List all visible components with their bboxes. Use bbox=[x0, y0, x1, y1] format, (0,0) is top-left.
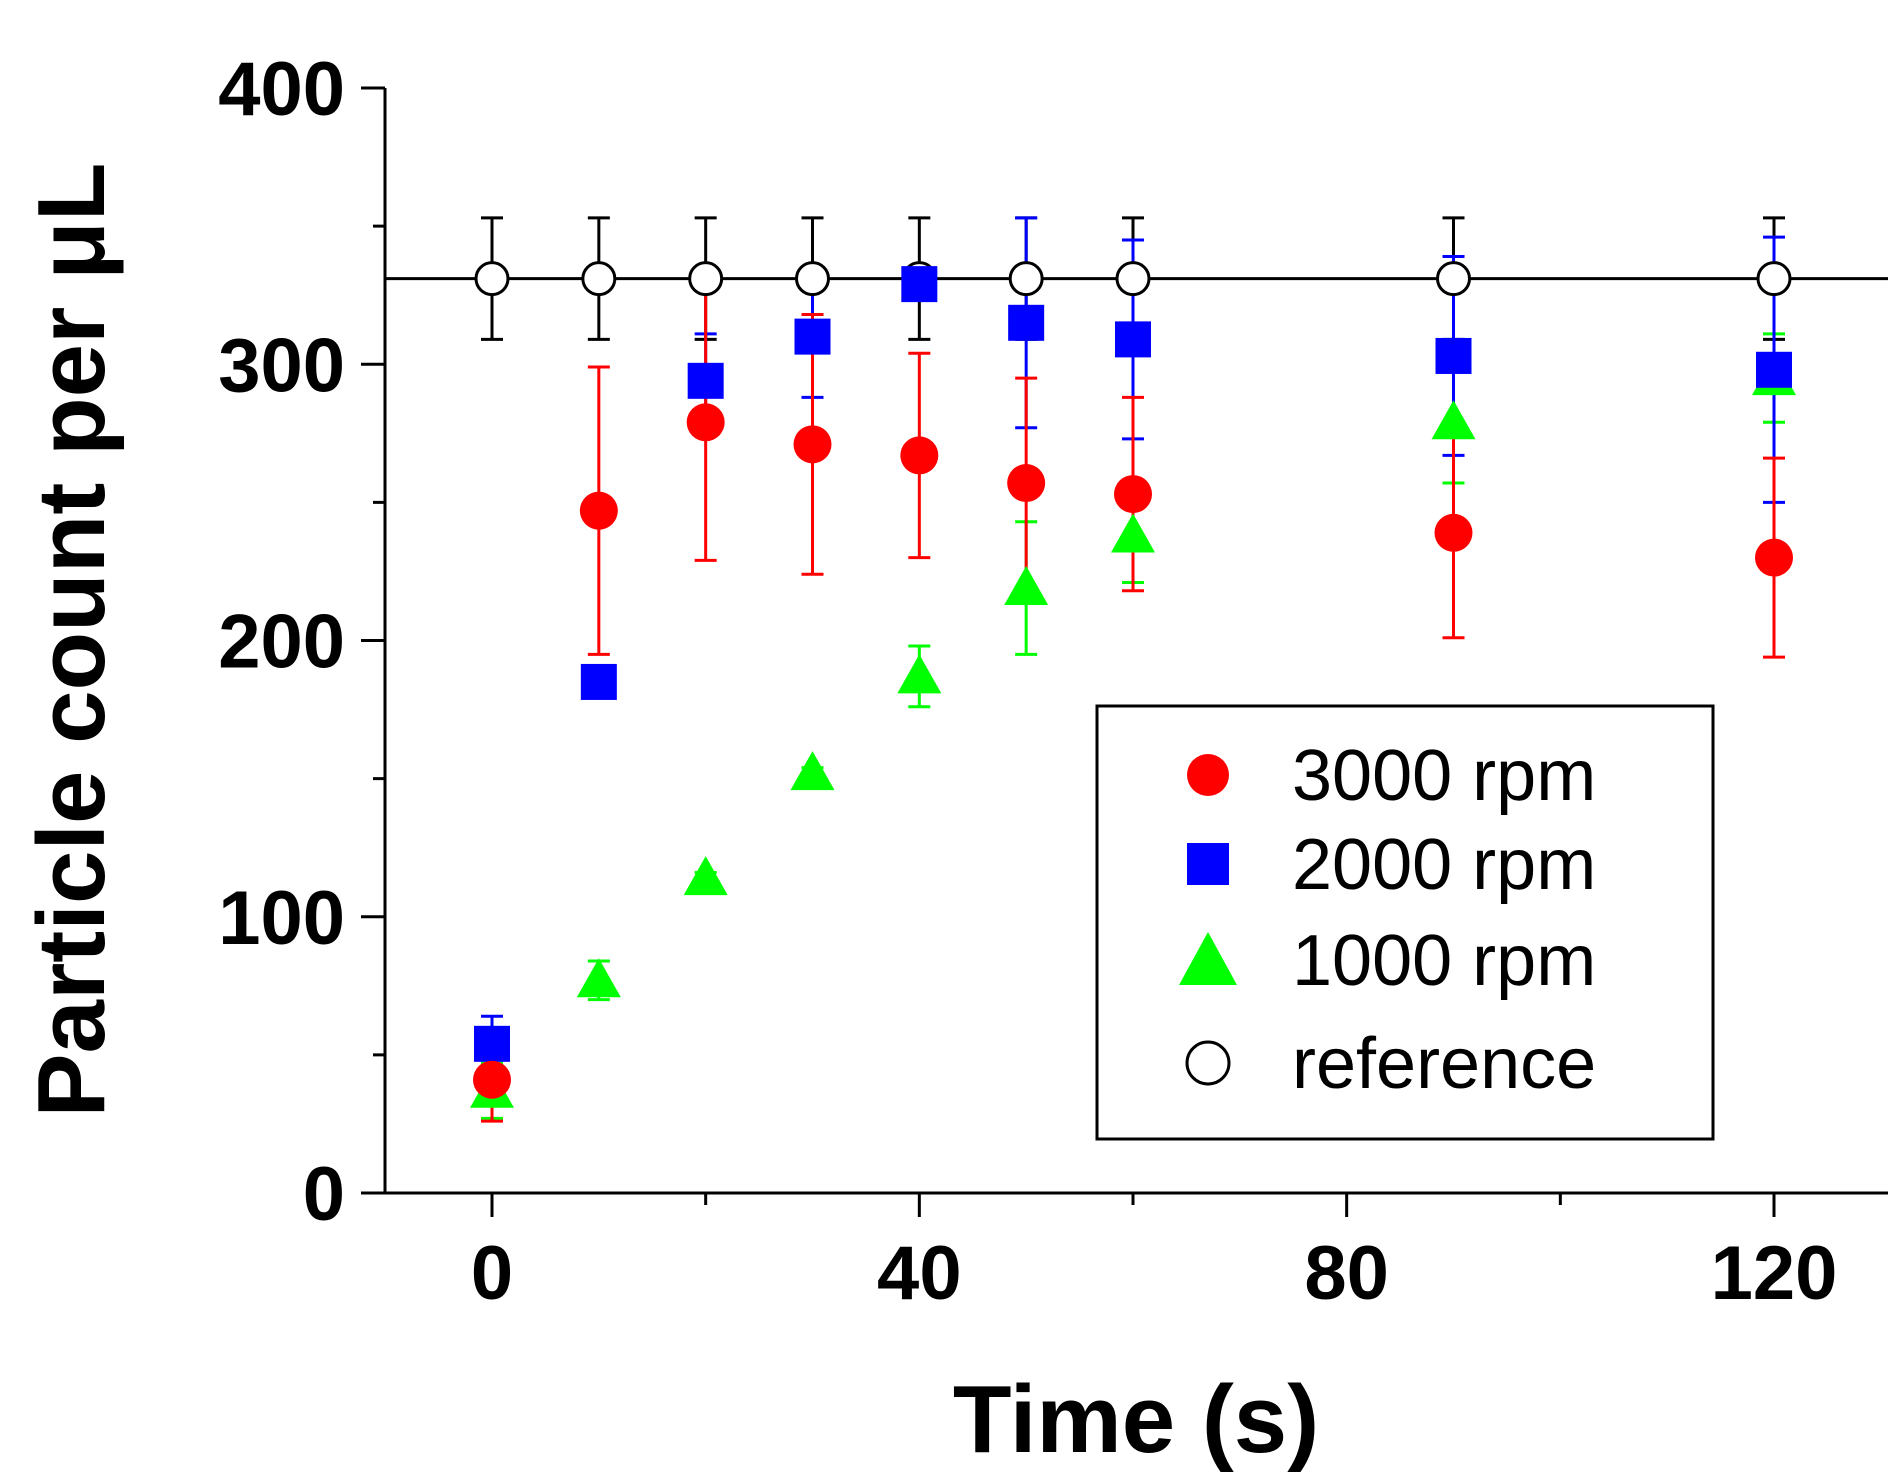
y-axis-title: Particle count per μL bbox=[18, 163, 125, 1118]
point-3000-rpm-0 bbox=[473, 1060, 511, 1099]
legend-label-1000-rpm: 1000 rpm bbox=[1292, 921, 1596, 1001]
point-3000-rpm-1 bbox=[579, 491, 618, 530]
point-2000-rpm-2 bbox=[687, 362, 724, 399]
point-reference-5 bbox=[1008, 261, 1044, 297]
point-2000-rpm-6 bbox=[1115, 321, 1151, 358]
point-3000-rpm-4 bbox=[900, 436, 939, 475]
legend-label-3000-rpm: 3000 rpm bbox=[1292, 736, 1596, 816]
legend-marker-2000-rpm bbox=[1187, 843, 1229, 885]
y-tick-label-100: 100 bbox=[218, 876, 345, 961]
point-2000-rpm-7 bbox=[1435, 337, 1472, 374]
point-1000-rpm-6 bbox=[1111, 513, 1155, 553]
point-1000-rpm-1 bbox=[576, 958, 621, 998]
point-1000-rpm-5 bbox=[1004, 566, 1049, 606]
point-2000-rpm-5 bbox=[1008, 304, 1045, 341]
y-tick-label-0: 0 bbox=[303, 1152, 345, 1237]
point-3000-rpm-7 bbox=[1434, 513, 1473, 552]
x-tick-label-40: 40 bbox=[877, 1231, 962, 1316]
point-3000-rpm-2 bbox=[686, 403, 725, 442]
point-reference-1 bbox=[581, 261, 617, 297]
legend: 3000 rpm 2000 rpm 1000 rpm reference bbox=[1095, 704, 1715, 1141]
point-1000-rpm-4 bbox=[897, 654, 942, 694]
point-reference-0 bbox=[474, 261, 510, 297]
legend-marker-3000-rpm bbox=[1187, 754, 1229, 796]
y-tick-label-400: 400 bbox=[218, 47, 345, 132]
point-2000-rpm-1 bbox=[580, 663, 617, 700]
point-2000-rpm-8 bbox=[1756, 351, 1792, 388]
point-2000-rpm-3 bbox=[794, 318, 831, 355]
point-3000-rpm-8 bbox=[1755, 538, 1793, 577]
y-tick-label-200: 200 bbox=[218, 600, 345, 685]
x-tick-label-0: 0 bbox=[471, 1231, 513, 1316]
legend-marker-reference bbox=[1185, 1040, 1231, 1086]
point-reference-2 bbox=[688, 261, 724, 297]
point-reference-7 bbox=[1436, 261, 1471, 297]
point-reference-6 bbox=[1115, 261, 1151, 297]
point-2000-rpm-0 bbox=[474, 1025, 510, 1062]
x-axis-title: Time (s) bbox=[953, 1366, 1319, 1473]
legend-marker-1000-rpm bbox=[1179, 932, 1237, 985]
y-tick-label-300: 300 bbox=[218, 323, 345, 408]
point-1000-rpm-7 bbox=[1431, 400, 1476, 440]
point-1000-rpm-3 bbox=[790, 751, 835, 791]
legend-label-2000-rpm: 2000 rpm bbox=[1292, 825, 1596, 905]
point-3000-rpm-6 bbox=[1114, 475, 1152, 514]
legend-label-reference: reference bbox=[1292, 1024, 1596, 1104]
point-3000-rpm-3 bbox=[793, 425, 832, 464]
point-2000-rpm-4 bbox=[901, 266, 938, 303]
point-reference-8 bbox=[1756, 261, 1792, 297]
x-tick-label-120: 120 bbox=[1711, 1231, 1838, 1316]
x-tick-label-80: 80 bbox=[1304, 1231, 1389, 1316]
point-1000-rpm-2 bbox=[683, 856, 728, 896]
point-3000-rpm-5 bbox=[1007, 464, 1046, 503]
point-reference-3 bbox=[795, 261, 830, 297]
